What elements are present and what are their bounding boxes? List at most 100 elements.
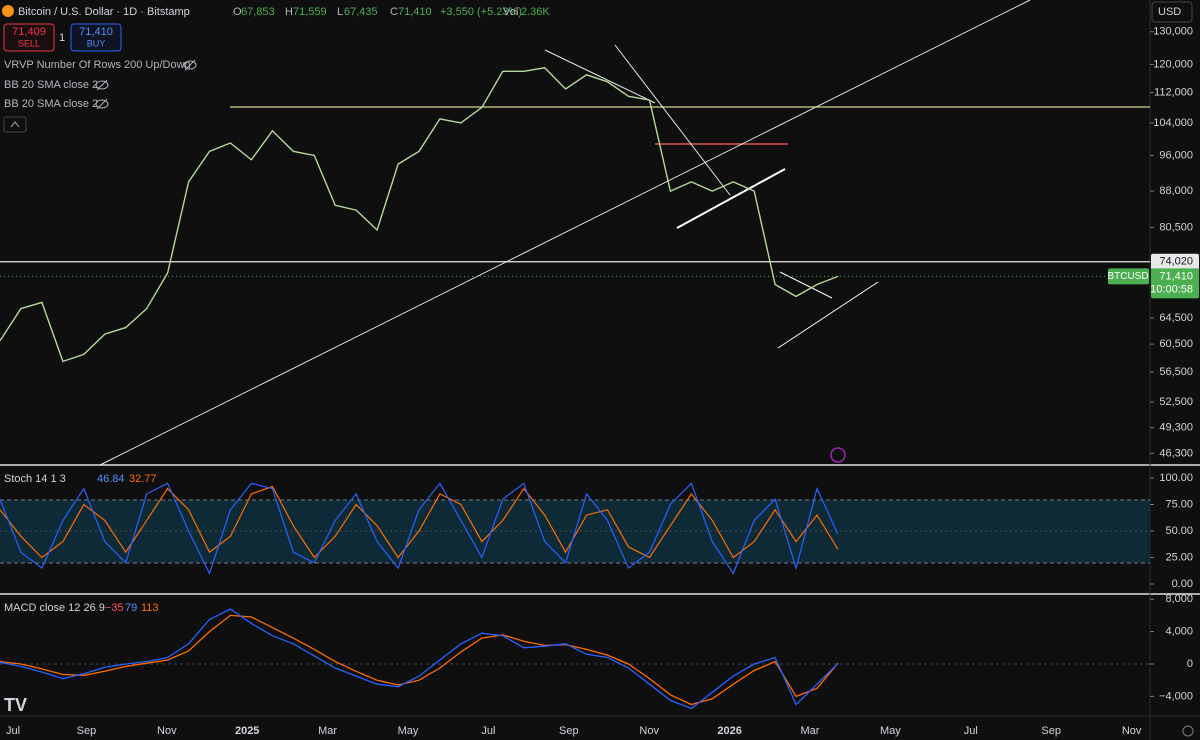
y-tick-label: 0	[1187, 658, 1193, 670]
y-tick-label: −4,000	[1159, 690, 1193, 702]
buy-label[interactable]: BUY	[87, 38, 106, 48]
y-tick-label: 130,000	[1153, 26, 1193, 38]
x-tick-label: 2025	[235, 725, 259, 737]
hidden-icons	[3, 59, 197, 133]
y-tick-label: 56,500	[1159, 366, 1193, 378]
ohlc-label: O	[233, 6, 242, 18]
y-tick-label: 120,000	[1153, 58, 1193, 70]
stoch-k-value: 46.84	[97, 473, 125, 485]
price-line	[0, 67, 839, 363]
y-tick-label: 49,300	[1159, 422, 1193, 434]
x-tick-label: Sep	[1041, 725, 1061, 737]
eye-slash	[96, 79, 108, 91]
eye-off-icon[interactable]	[95, 99, 109, 109]
symbol-tag: BTCUSD	[1107, 271, 1148, 282]
ohlc-value: 71,410	[398, 6, 432, 18]
x-tick-label: May	[398, 725, 419, 737]
eye-off-icon[interactable]	[183, 60, 197, 70]
change: +3,550 (+5.23%)	[440, 6, 522, 18]
x-tick-label: 2026	[717, 725, 741, 737]
y-tick-label: 75.00	[1165, 498, 1193, 510]
symbol-icon	[2, 5, 14, 17]
channel-line	[676, 168, 786, 229]
level-label: 74,020	[1159, 256, 1193, 268]
eye-off-icon[interactable]	[95, 80, 109, 90]
x-tick-label: May	[880, 725, 901, 737]
x-tick-label: Nov	[1122, 725, 1142, 737]
indicator-label[interactable]: BB 20 SMA close 2	[4, 98, 98, 110]
ohlc-label: L	[337, 6, 343, 18]
stoch-d-value: 32.77	[129, 473, 157, 485]
last-price-box	[1151, 268, 1199, 299]
buy-button[interactable]: 71,410 BUY	[70, 23, 122, 52]
sell-label[interactable]: SELL	[18, 38, 40, 48]
flag-line	[777, 281, 879, 349]
x-tick-label: Sep	[77, 725, 97, 737]
x-tick-label: Jul	[6, 725, 20, 737]
level-tag	[1151, 253, 1199, 270]
y-tick-label: 4,000	[1165, 626, 1193, 638]
macd-line	[0, 608, 839, 710]
eye-slash	[184, 59, 196, 71]
ohlc-value: 67,435	[344, 6, 378, 18]
ohlc-value: 71,559	[293, 6, 327, 18]
y-tick-label: 46,300	[1159, 447, 1193, 459]
ohlc-label: C	[390, 6, 398, 18]
y-tick-label: 60,500	[1159, 338, 1193, 350]
symbol-title: Bitcoin / U.S. Dollar · 1D · Bitstamp	[18, 6, 190, 18]
settings-icon[interactable]	[1182, 725, 1194, 737]
volume: 2.36K	[521, 6, 550, 18]
volume-label: Vol	[503, 6, 518, 18]
sell-button[interactable]: 71,409 SELL	[3, 23, 55, 52]
ohlc-value: 67,853	[241, 6, 275, 18]
y-tick-label: 96,000	[1159, 149, 1193, 161]
y-tick-label: 100.00	[1159, 472, 1193, 484]
y-tick-label: 8,000	[1165, 593, 1193, 605]
macd-title: MACD close 12 26 9	[4, 602, 105, 614]
collapse-button[interactable]	[3, 116, 27, 133]
y-tick-label: 112,000	[1154, 86, 1193, 98]
trend-line	[544, 49, 656, 104]
y-tick-label: 88,000	[1159, 185, 1193, 197]
x-tick-label: Nov	[639, 725, 659, 737]
buy-box[interactable]	[70, 23, 122, 52]
buy-price[interactable]: 71,410	[79, 26, 113, 38]
y-tick-label: 0.00	[1172, 578, 1193, 590]
stoch-title: Stoch 14 1 3	[4, 473, 66, 485]
trend-line	[614, 44, 731, 196]
x-tick-label: Nov	[157, 725, 177, 737]
currency-button[interactable]	[1151, 1, 1193, 23]
stoch-k-line	[0, 482, 839, 575]
x-tick-label: Sep	[559, 725, 579, 737]
x-tick-label: Mar	[318, 725, 337, 737]
collapse-arrow	[10, 121, 20, 128]
x-tick-label: Jul	[964, 725, 978, 737]
sell-box[interactable]	[3, 23, 55, 52]
y-tick-label: 50.00	[1165, 525, 1193, 537]
indicator-label[interactable]: VRVP Number Of Rows 200 Up/Down	[4, 59, 191, 71]
macd-hist-value: −35	[105, 602, 124, 614]
x-tick-label: Jul	[481, 725, 495, 737]
y-tick-label: 52,500	[1159, 396, 1193, 408]
eye-slash	[96, 98, 108, 110]
sell-price[interactable]: 71,409	[12, 26, 46, 38]
last-price-label: 71,410	[1159, 270, 1193, 282]
trend-line	[99, 0, 1031, 466]
logo[interactable]: TV	[4, 695, 27, 715]
y-tick-label: 64,500	[1159, 312, 1193, 324]
countdown: 10:00:58	[1150, 283, 1193, 295]
y-tick-label: 25.00	[1165, 551, 1193, 563]
ohlc-label: H	[285, 6, 293, 18]
currency[interactable]: USD	[1158, 6, 1181, 18]
event-icon[interactable]	[830, 447, 846, 463]
macd-signal-value: 113	[141, 602, 159, 614]
symbol-tag-box	[1108, 268, 1149, 285]
x-tick-label: Mar	[801, 725, 820, 737]
quantity: 1	[59, 32, 65, 44]
macd-value: 79	[125, 602, 137, 614]
indicator-label[interactable]: BB 20 SMA close 2	[4, 79, 98, 91]
y-tick-label: 104,000	[1153, 117, 1193, 129]
